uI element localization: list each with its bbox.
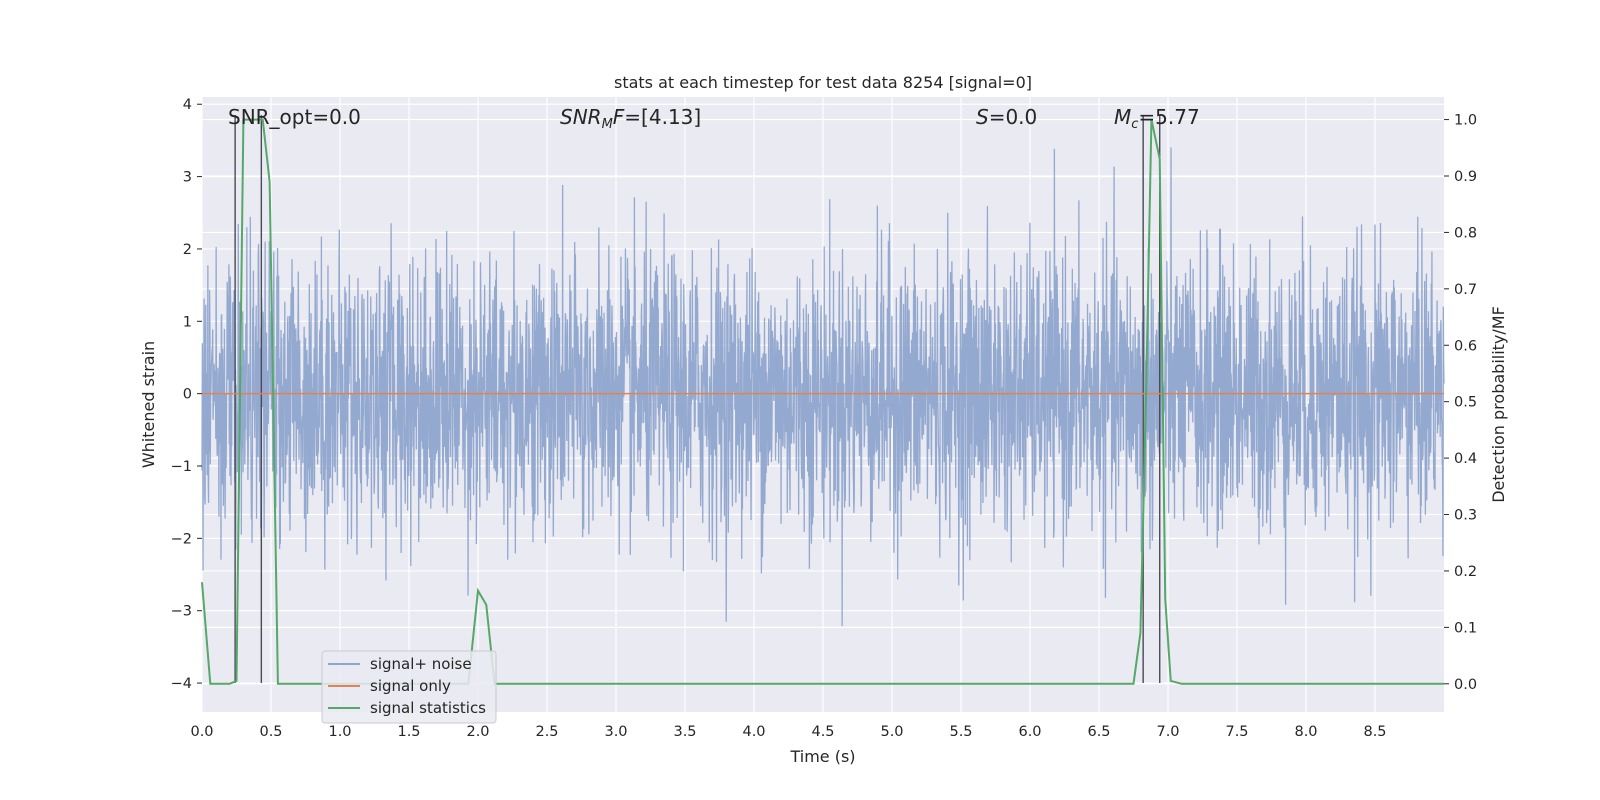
x-tick-label: 1.5: [397, 724, 420, 740]
y-axis-label: Whitened strain: [139, 341, 158, 468]
x-tick-label: 5.0: [880, 724, 903, 740]
annotation-snr-mf-rest: =[4.13]: [624, 105, 701, 129]
y2-tick-label: 0.3: [1454, 508, 1477, 524]
x-tick-label: 0.0: [190, 724, 213, 740]
x-tick-label: 2.0: [466, 724, 489, 740]
annotation-snr-mf-f: F: [613, 105, 625, 129]
y2-axis-ticks: 1.0 0.9 0.8 0.7 0.6 0.5 0.4 0.3 0.2 0.1 0.0: [1444, 113, 1477, 693]
y2-tick-label: 0.1: [1454, 620, 1477, 636]
annotation-mc: Mc=5.77: [1114, 105, 1200, 132]
x-tick-label: 4.5: [811, 724, 834, 740]
y-tick-label: −2: [171, 531, 192, 547]
x-tick-label: 5.5: [949, 724, 972, 740]
y-tick-label: 2: [183, 242, 192, 258]
y-tick-label: 0: [183, 387, 192, 403]
annotation-snr-mf: SNRMF=[4.13]: [560, 105, 701, 132]
y2-tick-label: 0.0: [1454, 677, 1477, 693]
y-tick-label: 1: [183, 314, 192, 330]
y2-tick-label: 0.9: [1454, 169, 1477, 185]
annotation-s-symbol: S: [976, 105, 989, 129]
y2-tick-label: 0.2: [1454, 564, 1477, 580]
x-axis-label: Time (s): [789, 747, 855, 766]
y2-tick-label: 0.6: [1454, 338, 1477, 354]
x-tick-label: 8.0: [1294, 724, 1317, 740]
x-tick-label: 0.5: [259, 724, 282, 740]
legend-label-signal-statistics: signal statistics: [370, 699, 486, 717]
y2-tick-label: 0.7: [1454, 282, 1477, 298]
x-tick-label: 1.0: [328, 724, 351, 740]
x-tick-label: 8.5: [1363, 724, 1386, 740]
x-tick-label: 6.0: [1018, 724, 1041, 740]
x-tick-label: 7.5: [1225, 724, 1248, 740]
annotation-mc-sub: c: [1131, 117, 1138, 132]
series-signal-statistics: [201, 118, 1444, 685]
x-tick-label: 3.0: [604, 724, 627, 740]
noise-trace: [201, 147, 1445, 627]
x-tick-label: 4.0: [742, 724, 765, 740]
y-tick-label: −4: [171, 676, 192, 692]
chart-title: stats at each timestep for test data 825…: [614, 73, 1032, 92]
series-signal-noise: [201, 147, 1445, 627]
y2-tick-label: 1.0: [1454, 113, 1477, 129]
annotation-mc-value: =5.77: [1138, 105, 1199, 129]
y2-tick-label: 0.8: [1454, 225, 1477, 241]
legend-box: [321, 650, 497, 724]
annotation-mc-base: M: [1114, 105, 1131, 129]
y2-tick-label: 0.5: [1454, 395, 1477, 411]
annotation-snr-opt: SNR_opt=0.0: [228, 105, 361, 129]
y-tick-label: 3: [183, 170, 192, 186]
legend-label-signal-only: signal only: [370, 677, 451, 695]
y-tick-label: −3: [171, 604, 192, 620]
y2-tick-label: 0.4: [1454, 451, 1477, 467]
annotation-s-value: =0.0: [989, 105, 1038, 129]
y2-axis-label: Detection probability/MF: [1489, 306, 1508, 503]
x-tick-label: 7.0: [1156, 724, 1179, 740]
x-tick-label: 6.5: [1087, 724, 1110, 740]
y-axis-ticks: 4 3 2 1 0 −1 −2 −3 −4: [171, 97, 202, 692]
annotation-s: S=0.0: [976, 105, 1037, 129]
legend: signal+ noise signal only signal statist…: [321, 650, 497, 724]
y-tick-label: 4: [183, 97, 192, 113]
x-axis-ticks: 0.0 0.5 1.0 1.5 2.0 2.5 3.0 3.5 4.0 4.5 5.0 5.5 6.0 6…: [190, 724, 1386, 740]
annotation-snr-mf-base: SNR: [560, 105, 602, 129]
annotation-snr-mf-sub: M: [602, 117, 613, 132]
y-tick-label: −1: [171, 459, 192, 475]
x-tick-label: 2.5: [535, 724, 558, 740]
x-tick-label: 3.5: [673, 724, 696, 740]
legend-label-signal-noise: signal+ noise: [370, 655, 472, 673]
